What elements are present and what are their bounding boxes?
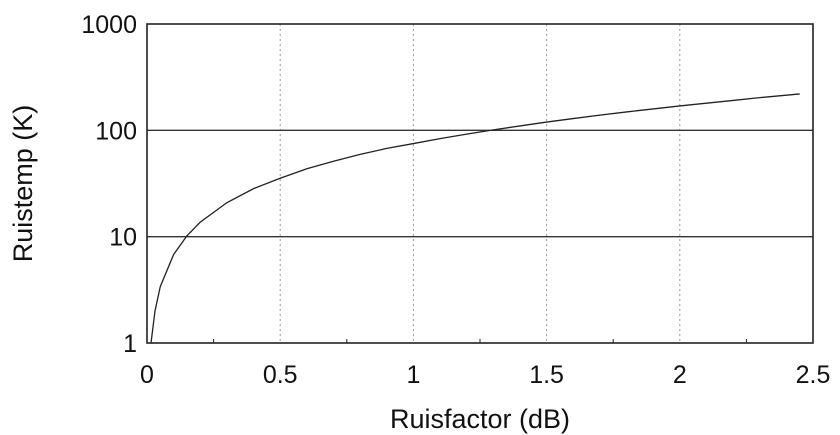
y-tick-label: 10: [109, 224, 137, 252]
x-tick-label: 2: [673, 361, 687, 389]
x-axis-label: Ruisfactor (dB): [390, 404, 570, 434]
x-tick-label: 2.5: [796, 361, 831, 389]
y-tick-label: 1: [123, 330, 137, 358]
tick-layer: 0 0.5 1 1.5 2 2.5 1 10 100 1000: [81, 11, 830, 389]
x-tick-label: 1.5: [529, 361, 564, 389]
x-tick-label: 0: [140, 361, 154, 389]
y-tick-label: 1000: [81, 11, 137, 39]
plot-frame: [146, 23, 814, 344]
y-axis-label: Ruistemp (K): [8, 105, 38, 263]
x-tick-label: 1: [406, 361, 420, 389]
grid-layer: [147, 24, 813, 343]
x-tick-label: 0.5: [263, 361, 298, 389]
y-tick-label: 100: [95, 117, 137, 145]
series-line: [150, 93, 800, 344]
series-layer: [150, 93, 800, 344]
